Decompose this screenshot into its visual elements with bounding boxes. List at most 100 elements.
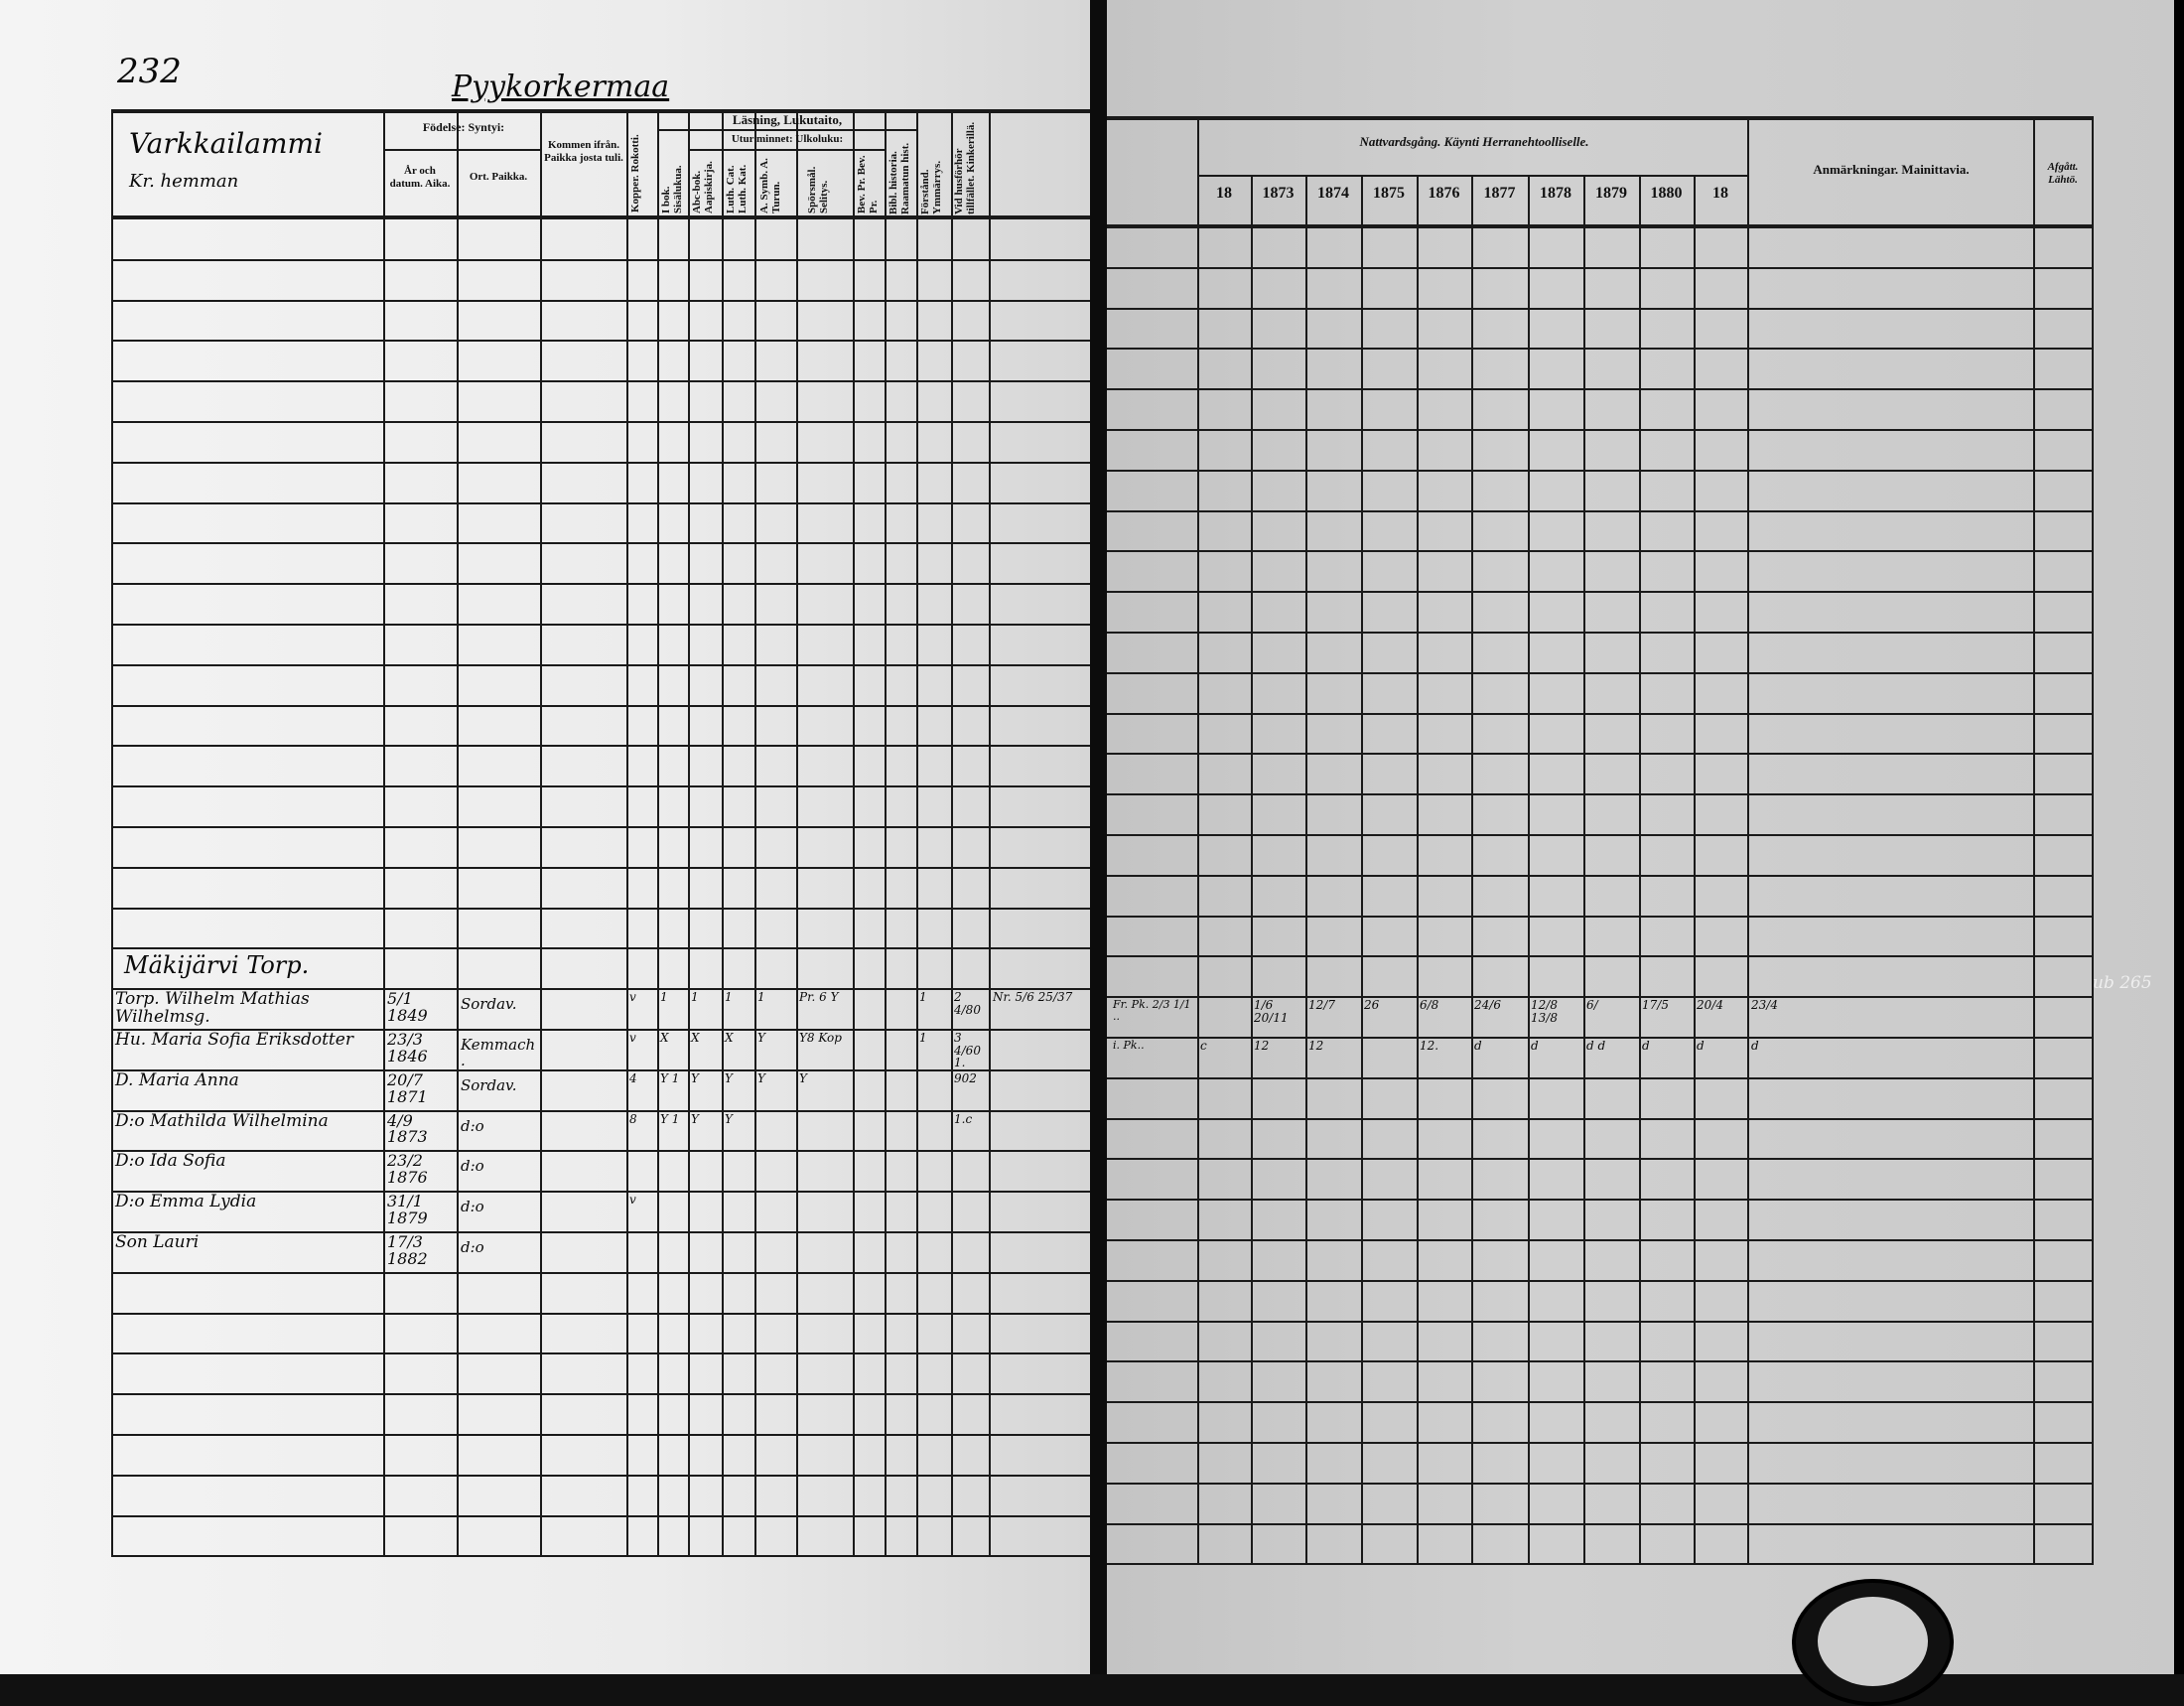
- communion-mark: 12: [1254, 1039, 1270, 1053]
- reading-mark: Y: [757, 1070, 765, 1085]
- year-header: 1875: [1373, 185, 1405, 202]
- communion-mark: 6/8: [1420, 998, 1439, 1013]
- reading-mark: 902: [954, 1070, 977, 1085]
- right-page-note: Fr. Pk. 2/3 1/1 ..: [1113, 998, 1191, 1023]
- column-rule: [916, 109, 918, 1556]
- village-sub: Kr. hemman: [129, 171, 239, 192]
- column-rule: [1305, 175, 1307, 1566]
- header-catechism: Luth. Cat. Luth. Kat.: [725, 164, 750, 213]
- column-rule: [951, 109, 953, 1556]
- memory-rule: [688, 149, 885, 151]
- reading-mark: Y: [725, 1111, 733, 1126]
- year-header: 18: [1216, 185, 1232, 202]
- row-rule: [1107, 1117, 2092, 1120]
- person-name: D:o Emma Lydia: [115, 1192, 257, 1212]
- row-rule: [111, 947, 1090, 950]
- reading-mark: 1.c: [954, 1111, 973, 1126]
- communion-mark: 12/7: [1308, 998, 1335, 1013]
- communion-mark: 12/8 13/8: [1531, 998, 1558, 1025]
- page-number: 232: [117, 52, 182, 91]
- row-rule: [1107, 712, 2092, 715]
- column-rule: [457, 109, 459, 1556]
- row-rule: [111, 1029, 1090, 1031]
- reading-mark: 1: [725, 990, 733, 1005]
- reading-mark: 1: [919, 1031, 927, 1045]
- reading-mark: Y: [691, 1070, 699, 1085]
- row-rule: [111, 745, 1090, 748]
- header-came-from: Kommen ifrån. Paikka josta tuli.: [544, 139, 623, 164]
- right-header-bottom-rule: [1107, 224, 2092, 228]
- year-header: 1880: [1650, 185, 1683, 202]
- row-rule: [111, 663, 1090, 666]
- birth-date: 17/3 1882: [387, 1232, 428, 1268]
- header-abc: Abc-bok. Aapiskirja.: [691, 161, 716, 213]
- birth-place: d:o: [461, 1198, 484, 1216]
- header-place: Ort. Paikka.: [469, 171, 528, 183]
- header-symbol: A. Symb. A. Turun.: [758, 158, 783, 213]
- row-rule: [111, 1068, 1090, 1071]
- row-rule: [1107, 509, 2092, 512]
- column-rule: [1197, 116, 1199, 1566]
- row-rule: [1107, 1522, 2092, 1525]
- row-rule: [111, 340, 1090, 343]
- year-header: 1879: [1595, 185, 1627, 202]
- communion-mark: d: [1642, 1039, 1650, 1053]
- reading-mark: Y: [691, 1111, 699, 1126]
- reading-mark: Pr. 6 Y: [799, 990, 839, 1005]
- year-header: 1876: [1428, 185, 1460, 202]
- birth-place: Kemmach.: [461, 1036, 536, 1069]
- row-rule: [1107, 1076, 2092, 1079]
- farm-title: Pyykorkermaa: [452, 70, 670, 104]
- column-rule: [626, 109, 628, 1556]
- year-header: 18: [1712, 185, 1728, 202]
- row-rule: [1107, 469, 2092, 472]
- row-rule: [111, 1271, 1090, 1274]
- reading-mark: Y: [725, 1070, 733, 1085]
- row-rule: [111, 583, 1090, 586]
- household-heading: Mäkijärvi Torp.: [124, 951, 310, 980]
- reading-mark: 1: [660, 990, 668, 1005]
- row-rule: [1107, 550, 2092, 553]
- row-rule: [1107, 996, 2092, 999]
- column-rule: [1471, 175, 1473, 1566]
- birth-date: 5/1 1849: [387, 989, 428, 1025]
- column-rule: [1583, 175, 1585, 1566]
- reading-mark: 1: [757, 990, 765, 1005]
- reading-mark: v: [629, 990, 636, 1005]
- examination-note: Nr. 5/6 25/37: [993, 990, 1073, 1005]
- row-rule: [1107, 1442, 2092, 1444]
- page-edge: [2174, 0, 2184, 1674]
- reading-mark: Y8 Kop: [799, 1031, 842, 1045]
- row-rule: [111, 1150, 1090, 1153]
- row-rule: [1107, 388, 2092, 391]
- stamp-center: [1818, 1597, 1928, 1686]
- reading-mark: Y: [757, 1031, 765, 1045]
- header-vaccinated: Kopper. Rokotti.: [629, 134, 641, 213]
- row-rule: [111, 1191, 1090, 1194]
- row-rule: [1107, 915, 2092, 918]
- communion-mark: 20/4: [1697, 998, 1723, 1013]
- row-rule: [1107, 1037, 2092, 1039]
- row-rule: [111, 299, 1090, 302]
- birth-rule: [383, 149, 540, 151]
- person-name: D:o Ida Sofia: [115, 1151, 226, 1172]
- reading-mark: 1: [691, 990, 699, 1005]
- header-examination: Vid husförhör tillfället. Kinkerillä.: [953, 121, 978, 214]
- header-memory: Utur minnet: Ulkoluku:: [731, 133, 844, 145]
- header-birth: Födelse: Syntyi:: [422, 120, 505, 134]
- row-rule: [111, 1434, 1090, 1436]
- header-departed: Afgått. Lähtö.: [2047, 161, 2079, 186]
- year-header: 1877: [1483, 185, 1516, 202]
- header-reading: Läsning, Lukutaito,: [732, 112, 843, 127]
- column-rule: [1639, 175, 1641, 1566]
- row-rule: [1107, 632, 2092, 634]
- header-bible-history: Bibl. historia. Raamatun hist.: [887, 142, 912, 214]
- book-spine: [1090, 0, 1107, 1674]
- person-name: D:o Mathilda Wilhelmina: [115, 1110, 329, 1131]
- header-communion: Nattvardsgång. Käynti Herranehtoollisell…: [1359, 134, 1589, 149]
- row-rule: [1107, 1320, 2092, 1323]
- row-rule: [111, 1514, 1090, 1517]
- row-rule: [1107, 874, 2092, 877]
- birth-date: 4/9 1873: [387, 1110, 428, 1147]
- column-rule: [2033, 116, 2035, 1566]
